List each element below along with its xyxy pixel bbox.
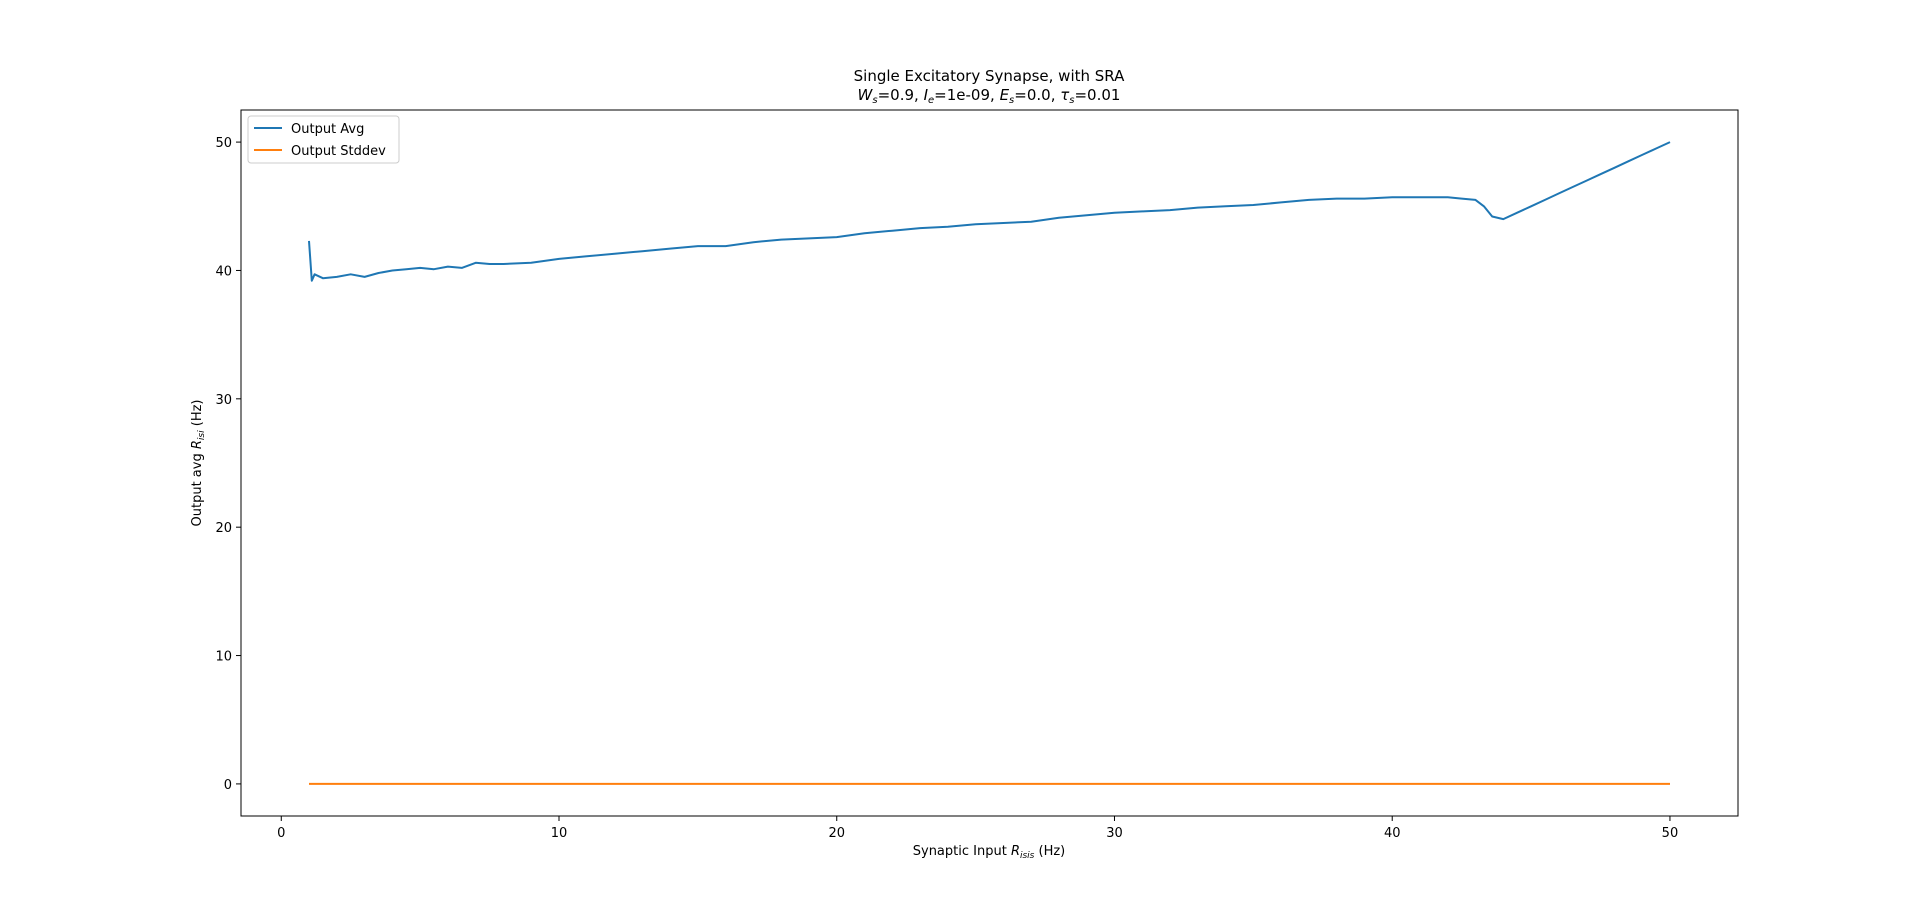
subtitle-e: E bbox=[1000, 86, 1010, 104]
y-axis: 0 10 20 30 40 50 bbox=[215, 136, 241, 793]
y-axis-label-prefix: Output avg bbox=[190, 449, 205, 526]
subtitle-e-sub: s bbox=[1009, 95, 1014, 106]
series-layer bbox=[308, 141, 1671, 785]
subtitle-e-val: =0.0, bbox=[1014, 86, 1060, 104]
subtitle-i-sub: e bbox=[928, 95, 934, 106]
x-axis: 0 10 20 30 40 50 bbox=[277, 816, 1678, 841]
subtitle-w: W bbox=[858, 86, 874, 104]
subtitle-i-val: =1e-09, bbox=[934, 86, 999, 104]
y-tick-label: 30 bbox=[215, 393, 232, 408]
x-tick-label: 10 bbox=[551, 826, 568, 841]
subtitle-i: I bbox=[924, 86, 929, 104]
subtitle-tau-sub: s bbox=[1069, 95, 1074, 106]
chart-title: Single Excitatory Synapse, with SRA bbox=[854, 67, 1125, 85]
x-axis-label-sub: isis bbox=[1020, 851, 1035, 861]
legend-label-output-stddev: Output Stddev bbox=[291, 144, 386, 159]
y-tick-label: 0 bbox=[224, 778, 232, 793]
y-tick-label: 20 bbox=[215, 521, 232, 536]
y-axis-label: Output avg Risi (Hz) bbox=[190, 400, 207, 527]
x-tick-label: 40 bbox=[1384, 826, 1401, 841]
y-tick-label: 40 bbox=[215, 264, 232, 279]
plot-area bbox=[240, 109, 1739, 817]
legend: Output Avg Output Stddev bbox=[247, 115, 400, 164]
subtitle-tau: τ bbox=[1060, 86, 1070, 104]
legend-box bbox=[247, 115, 400, 164]
y-axis-label-var: R bbox=[190, 440, 205, 449]
x-tick-label: 30 bbox=[1106, 826, 1123, 841]
x-axis-label-suffix: (Hz) bbox=[1034, 844, 1065, 859]
subtitle-w-val: =0.9, bbox=[878, 86, 924, 104]
y-axis-label-suffix: (Hz) bbox=[190, 400, 205, 431]
chart-subtitle: Ws=0.9, Ie=1e-09, Es=0.0, τs=0.01 bbox=[858, 86, 1121, 106]
series-line-output-avg bbox=[308, 141, 1671, 282]
y-tick-label: 50 bbox=[215, 136, 232, 151]
x-axis-label-var: R bbox=[1011, 844, 1020, 859]
legend-label-output-avg: Output Avg bbox=[291, 122, 364, 137]
y-axis-label-sub: isi bbox=[197, 430, 207, 440]
subtitle-w-sub: s bbox=[872, 95, 877, 106]
x-tick-label: 50 bbox=[1662, 826, 1679, 841]
subtitle-tau-val: =0.01 bbox=[1074, 86, 1120, 104]
x-tick-label: 0 bbox=[277, 826, 285, 841]
y-tick-label: 10 bbox=[215, 650, 232, 665]
x-axis-label-prefix: Synaptic Input bbox=[913, 844, 1011, 859]
x-axis-label: Synaptic Input Risis (Hz) bbox=[913, 844, 1066, 861]
x-tick-label: 20 bbox=[828, 826, 845, 841]
